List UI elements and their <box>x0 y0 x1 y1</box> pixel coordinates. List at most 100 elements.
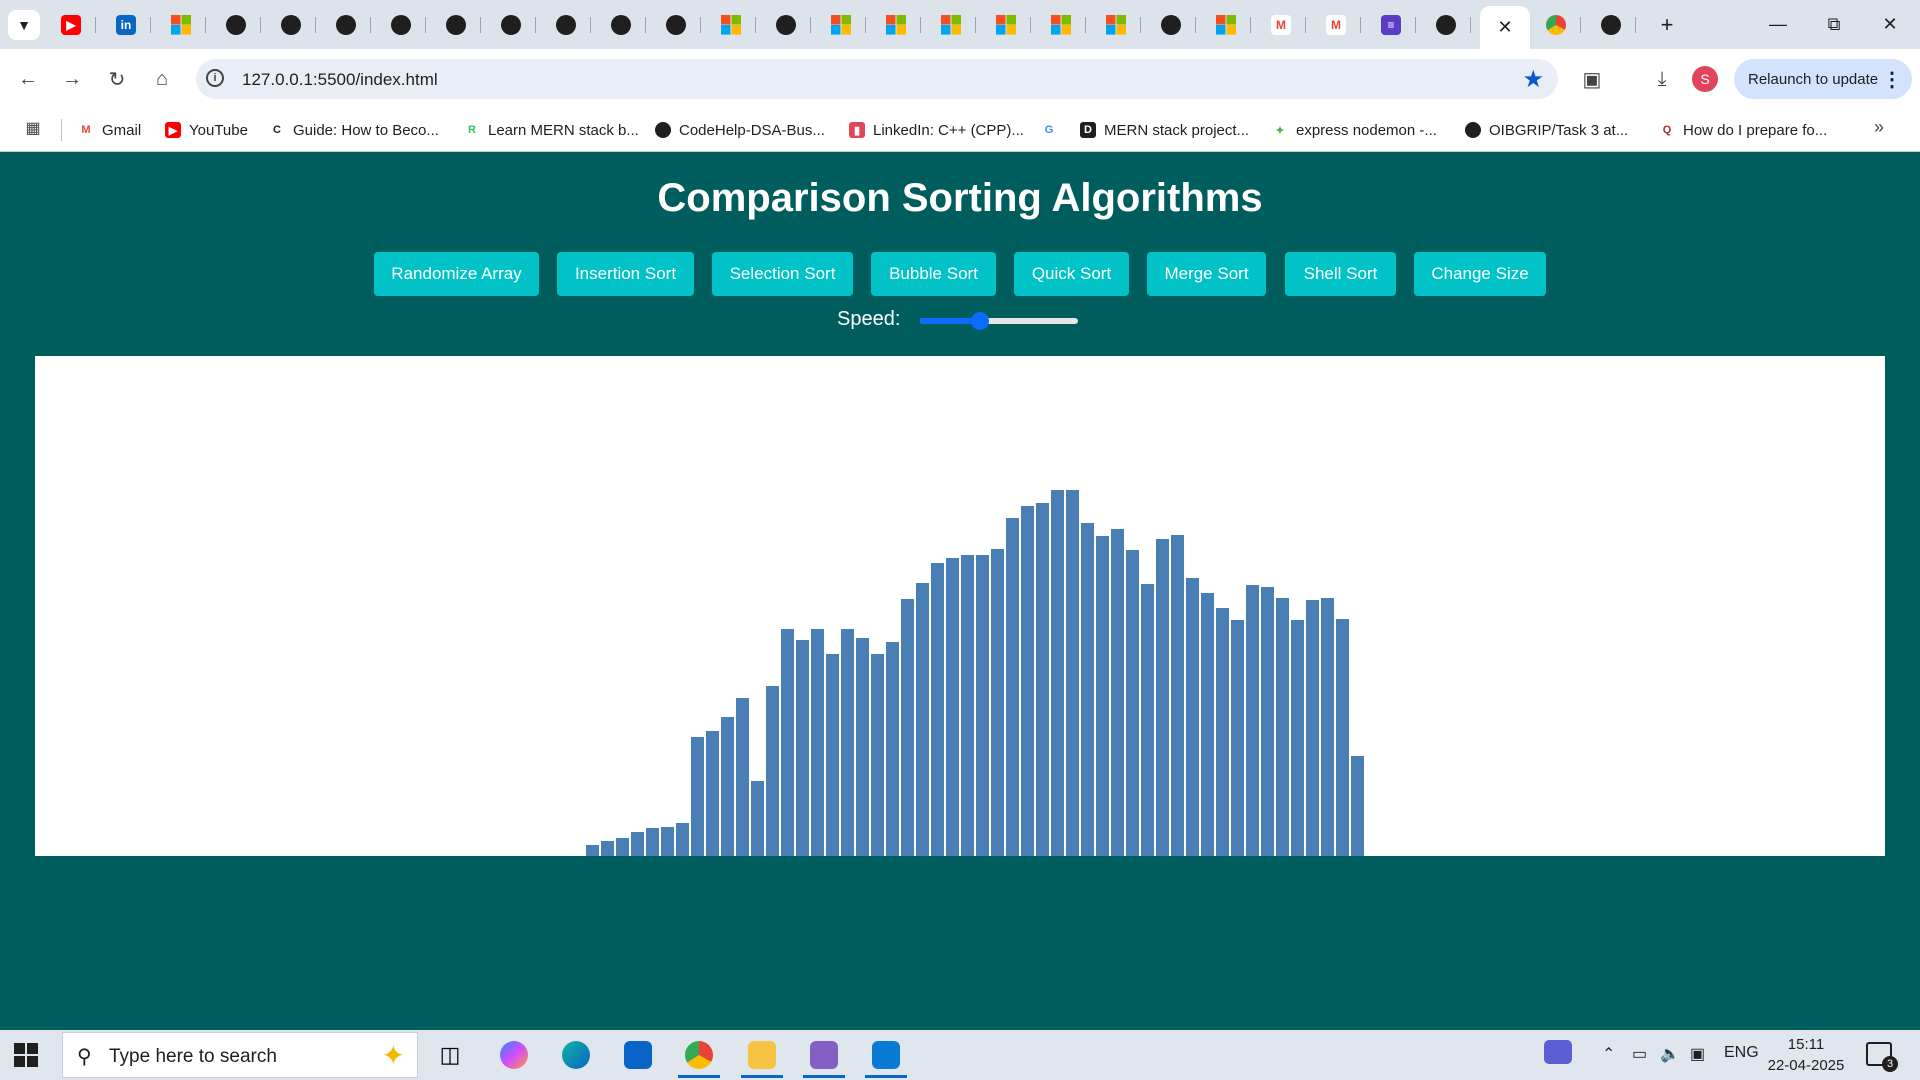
browser-tab[interactable] <box>1586 8 1636 42</box>
gmail-icon: M <box>1326 15 1346 35</box>
browser-tab[interactable] <box>486 8 536 42</box>
browser-tab[interactable]: M <box>1311 8 1361 42</box>
tab-separator <box>205 17 206 33</box>
bookmark-item[interactable]: CodeHelp-DSA-Bus... <box>655 117 825 143</box>
taskbar-search-placeholder[interactable]: Type here to search <box>109 1046 277 1067</box>
extensions-button[interactable]: ▣ <box>1576 63 1608 95</box>
browser-tab[interactable] <box>541 8 591 42</box>
bookmark-item[interactable]: ✦ express nodemon -... <box>1272 117 1437 143</box>
browser-tab[interactable] <box>981 8 1031 42</box>
browser-tab[interactable]: M <box>1256 8 1306 42</box>
address-bar[interactable]: i 127.0.0.1:5500/index.html ★ <box>196 59 1558 99</box>
network-icon[interactable]: ▣ <box>1690 1046 1706 1063</box>
more-bookmarks-icon[interactable]: » <box>1873 117 1884 137</box>
bookmark-item[interactable]: OIBGRIP/Task 3 at... <box>1465 117 1628 143</box>
speed-slider-thumb[interactable] <box>971 312 990 330</box>
language-indicator[interactable]: ENG <box>1724 1044 1759 1061</box>
bookmark-item[interactable]: G <box>1041 117 1065 143</box>
download-icon: ⤓ <box>1657 67 1667 90</box>
browser-tab[interactable] <box>1036 8 1086 42</box>
relaunch-update-button[interactable]: Relaunch to update ⋮ <box>1734 59 1912 99</box>
browser-tab[interactable] <box>651 8 701 42</box>
bookmark-item[interactable]: R Learn MERN stack b... <box>464 117 639 143</box>
home-button[interactable]: ⌂ <box>146 63 178 95</box>
bookmark-item[interactable]: C Guide: How to Beco... <box>269 117 439 143</box>
bookmark-item[interactable]: ▮ LinkedIn: C++ (CPP)... <box>849 117 1024 143</box>
tab-search-button[interactable]: ▼ <box>8 10 40 40</box>
active-tab[interactable]: ✕ <box>1480 6 1530 49</box>
bookmark-star-icon[interactable]: ★ <box>1522 66 1544 93</box>
browser-tab[interactable] <box>816 8 866 42</box>
bookmark-item[interactable]: Q How do I prepare fo... <box>1659 117 1827 143</box>
bubble-sort-button[interactable]: Bubble Sort <box>871 252 996 296</box>
back-button[interactable]: ← <box>12 63 44 95</box>
profile-avatar[interactable]: S <box>1692 66 1718 92</box>
apps-grid-icon[interactable]: ▦ <box>25 120 41 137</box>
github-icon <box>655 122 671 138</box>
change-size-button[interactable]: Change Size <box>1414 252 1546 296</box>
bookmark-item[interactable]: D MERN stack project... <box>1080 117 1249 143</box>
site-info-icon[interactable]: i <box>206 69 224 87</box>
task-view-button[interactable]: ◫ <box>425 1035 475 1075</box>
browser-tab[interactable] <box>706 8 756 42</box>
close-window-button[interactable]: ✕ <box>1862 0 1918 49</box>
github-icon <box>281 15 301 35</box>
show-hidden-icons-icon[interactable]: ⌃ <box>1602 1046 1616 1063</box>
browser-tab[interactable] <box>1531 8 1581 42</box>
new-tab-button[interactable]: + <box>1652 10 1682 40</box>
speed-slider[interactable] <box>920 312 1078 330</box>
browser-tab[interactable] <box>871 8 921 42</box>
insertion-sort-button[interactable]: Insertion Sort <box>557 252 694 296</box>
browser-tab[interactable] <box>1201 8 1251 42</box>
close-tab-icon[interactable]: ✕ <box>1497 17 1513 37</box>
browser-tab[interactable] <box>1421 8 1471 42</box>
browser-tab[interactable] <box>211 8 261 42</box>
menu-dots-icon[interactable]: ⋮ <box>1882 69 1902 91</box>
bookmark-label: express nodemon -... <box>1296 121 1437 139</box>
browser-tab[interactable] <box>376 8 426 42</box>
browser-tab[interactable] <box>1146 8 1196 42</box>
forward-button[interactable]: → <box>56 63 88 95</box>
browser-tab[interactable] <box>926 8 976 42</box>
copilot-app[interactable] <box>489 1035 539 1075</box>
browser-tab[interactable]: ▶ <box>46 8 96 42</box>
clock[interactable]: 15:11 22-04-2025 <box>1756 1034 1856 1076</box>
notification-center-icon[interactable]: 3 <box>1866 1042 1898 1072</box>
url-text[interactable]: 127.0.0.1:5500/index.html <box>242 70 438 89</box>
quick-sort-button[interactable]: Quick Sort <box>1014 252 1129 296</box>
shell-sort-button[interactable]: Shell Sort <box>1285 252 1396 296</box>
tab-separator <box>1360 17 1361 33</box>
bookmark-item[interactable]: M Gmail <box>78 117 141 143</box>
downloads-button[interactable]: ⤓ <box>1646 63 1678 95</box>
selection-sort-button[interactable]: Selection Sort <box>712 252 853 296</box>
volume-icon[interactable]: 🔈 <box>1660 1046 1680 1063</box>
file-explorer-app[interactable] <box>737 1035 787 1078</box>
windows-start-button[interactable] <box>14 1043 38 1067</box>
browser-tab[interactable] <box>266 8 316 42</box>
taskbar-search[interactable]: ⚲ Type here to search ✦ <box>62 1032 418 1078</box>
restore-button[interactable]: ⧉ <box>1806 0 1862 49</box>
browser-tab[interactable] <box>156 8 206 42</box>
browser-tab[interactable] <box>761 8 811 42</box>
vscode-app[interactable] <box>861 1035 911 1078</box>
meet-now-icon[interactable] <box>1544 1040 1572 1064</box>
randomize-array-button[interactable]: Randomize Array <box>374 252 539 296</box>
browser-tab[interactable]: in <box>101 8 151 42</box>
browser-tab[interactable] <box>321 8 371 42</box>
browser-tab[interactable]: ≡ <box>1366 8 1416 42</box>
reload-button[interactable]: ↻ <box>101 63 133 95</box>
edge-app[interactable] <box>551 1035 601 1075</box>
minimize-button[interactable]: — <box>1750 0 1806 49</box>
speed-slider-track[interactable] <box>920 318 1078 324</box>
github-icon <box>336 15 356 35</box>
chrome-app[interactable] <box>674 1035 724 1078</box>
bookmark-item[interactable]: ▶ YouTube <box>165 117 248 143</box>
outlook-app[interactable] <box>613 1035 663 1075</box>
battery-icon[interactable]: ▭ <box>1632 1046 1648 1063</box>
browser-tab[interactable] <box>431 8 481 42</box>
visual-studio-app[interactable] <box>799 1035 849 1078</box>
merge-sort-button[interactable]: Merge Sort <box>1147 252 1266 296</box>
browser-tab[interactable] <box>1091 8 1141 42</box>
browser-tab[interactable] <box>596 8 646 42</box>
array-bar <box>1081 522 1094 856</box>
